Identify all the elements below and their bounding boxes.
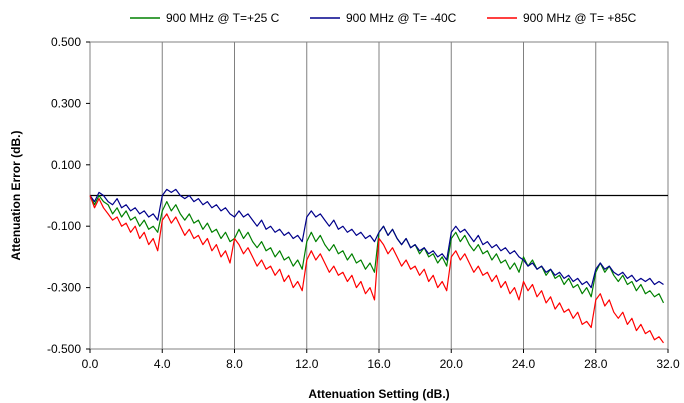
series-line-900-mhz-t-40c [89,188,664,289]
x-axis-ticks: 0.0 4.0 8.0 12.0 16.0 20.0 24.0 28.0 32.0 [82,349,680,371]
y-tick-label: 0.300 [51,96,81,110]
legend: 900 MHz @ T=+25 C 900 MHz @ T= -40C 900 MH… [130,11,637,25]
x-tick-label: 8.0 [226,357,243,371]
x-tick-label: 20.0 [440,357,464,371]
y-tick-label: -0.500 [47,342,81,356]
x-tick-label: 0.0 [82,357,99,371]
y-axis-title: Attenuation Error (dB.) [9,131,23,261]
legend-label: 900 MHz @ T= -40C [346,11,457,25]
y-tick-label: 0.100 [51,158,81,172]
x-tick-label: 12.0 [295,357,319,371]
x-tick-label: 28.0 [584,357,608,371]
series-line-900-mhz-t-25-c [89,194,665,304]
y-axis-ticks: 0.500 0.300 0.100 -0.100 -0.300 -0.500 [47,35,90,356]
series-line-900-mhz-t-85c [89,195,664,344]
y-tick-label: 0.500 [51,35,81,49]
x-tick-label: 32.0 [656,357,680,371]
series-layer [89,188,665,344]
x-tick-label: 4.0 [154,357,171,371]
x-axis-title: Attenuation Setting (dB.) [308,387,449,401]
y-tick-label: -0.300 [47,281,81,295]
legend-label: 900 MHz @ T=+25 C [166,11,280,25]
legend-label: 900 MHz @ T= +85C [523,11,637,25]
x-tick-label: 24.0 [512,357,536,371]
x-tick-label: 16.0 [367,357,391,371]
y-tick-label: -0.100 [47,219,81,233]
